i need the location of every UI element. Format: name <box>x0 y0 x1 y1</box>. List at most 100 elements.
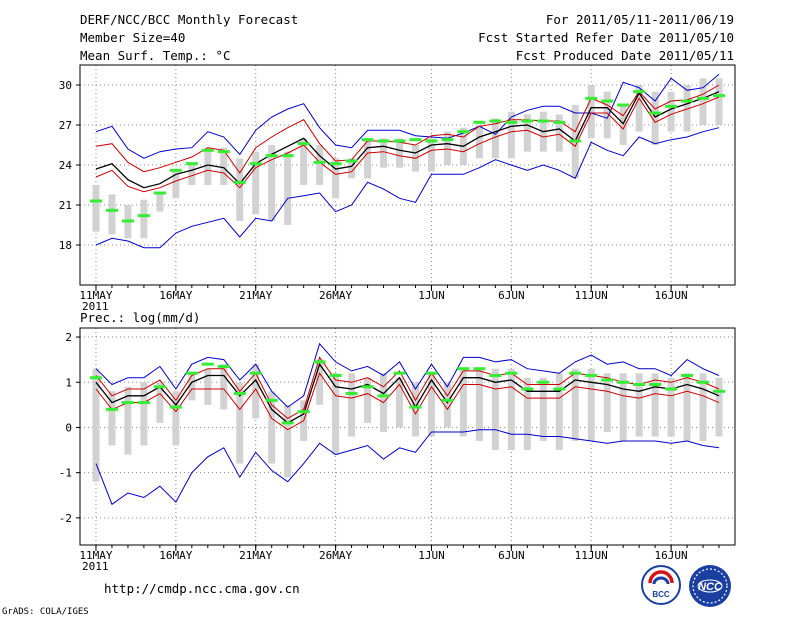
temp-median-mark <box>377 139 390 143</box>
temp-panel-title: Mean Surf. Temp.: °C <box>80 48 231 63</box>
temp-median-mark <box>505 120 518 124</box>
prec-range-box <box>252 364 260 419</box>
prec-median-mark <box>425 371 438 375</box>
temp-range-box <box>348 158 356 179</box>
prec-range-box <box>555 373 563 451</box>
temp-range-box <box>268 145 276 221</box>
temp-range-box <box>491 118 499 159</box>
prec-range-box <box>587 368 595 442</box>
prec-median-mark <box>633 383 646 387</box>
prec-median-mark <box>521 387 534 391</box>
temp-median-mark <box>537 119 550 123</box>
prec-range-box <box>348 373 356 437</box>
prec-range-box <box>571 368 579 442</box>
prec-x-tick-label: 16MAY <box>159 549 192 562</box>
prec-median-mark <box>153 385 166 389</box>
temp-range-box <box>252 151 260 215</box>
prec-spread-lower-line <box>95 372 720 431</box>
prec-range-box <box>284 404 292 478</box>
prec-range-box <box>683 373 691 442</box>
prec-range-box <box>236 382 244 464</box>
precipitation-panel: -2 -1 0 1 2 11MAY 16MAY 21MAY 26MAY 1JUN 6JUN 11JUN… <box>59 327 736 573</box>
temp-range-box <box>332 158 340 199</box>
temp-median-mark <box>553 120 566 124</box>
prec-median-mark <box>505 371 518 375</box>
prec-median-mark <box>313 360 326 364</box>
temp-range-box <box>156 191 164 212</box>
temp-range-box <box>140 199 148 239</box>
prec-x-tick-label: 21MAY <box>239 549 272 562</box>
prec-range-box <box>619 373 627 442</box>
prec-median-mark <box>553 387 566 391</box>
temp-range-box <box>443 131 451 165</box>
temp-median-mark <box>281 154 294 158</box>
prec-spread-upper-line <box>95 356 720 420</box>
prec-x-tick-label: 16JUN <box>655 549 688 562</box>
temp-range-box <box>523 114 531 152</box>
temp-range-box <box>172 171 180 199</box>
prec-range-box <box>204 368 212 405</box>
prec-range-box <box>411 382 419 437</box>
prec-range-box <box>396 377 404 428</box>
ncc-logo-ring <box>692 568 728 604</box>
temp-x-tick-label: 16MAY <box>159 289 192 302</box>
prec-median-mark <box>329 373 342 377</box>
temp-median-mark <box>409 138 422 142</box>
prec-range-box <box>268 391 276 464</box>
prec-range-box <box>715 377 723 437</box>
temp-range-box <box>92 185 100 232</box>
prec-range-box <box>427 373 435 437</box>
temp-range-box <box>587 85 595 139</box>
prec-x-year-label: 2011 <box>82 560 109 573</box>
prec-y-tick-label: 2 <box>65 331 72 344</box>
temp-range-box <box>635 85 643 132</box>
temp-range-box <box>667 91 675 132</box>
prec-median-mark <box>265 398 278 402</box>
temp-x-tick-label: 6JUN <box>498 289 525 302</box>
temp-median-mark <box>681 99 694 103</box>
temp-max-line <box>95 73 720 159</box>
prec-range-box <box>459 368 467 437</box>
prec-median-mark <box>137 401 150 405</box>
prec-median-mark <box>665 387 678 391</box>
temp-y-tick-label: 21 <box>59 199 72 212</box>
temp-median-mark <box>105 208 118 212</box>
prec-range-box <box>539 377 547 442</box>
prec-range-box <box>188 373 196 401</box>
temp-range-box <box>220 147 228 185</box>
prec-min-line <box>95 429 720 506</box>
temp-x-tick-label: 11MAY <box>79 289 112 302</box>
header-fcst-started: Fcst Started Refer Date 2011/05/10 <box>478 30 734 45</box>
temp-min-line <box>95 127 720 249</box>
temp-median-mark <box>633 90 646 94</box>
prec-range-box <box>635 373 643 437</box>
temp-median-mark <box>265 154 278 158</box>
prec-median-mark <box>249 371 262 375</box>
temp-ensemble-mean-line <box>95 91 720 189</box>
temp-range-box <box>284 151 292 225</box>
temp-spread-upper-line <box>95 84 720 174</box>
bcc-logo: BCC <box>641 565 681 605</box>
prec-median-mark <box>457 367 470 371</box>
temp-median-mark <box>473 120 486 124</box>
prec-x-tick-label: 11JUN <box>575 549 608 562</box>
prec-panel-title: Prec.: log(mm/d) <box>80 310 200 325</box>
prec-range-box <box>491 368 499 451</box>
header-fcst-produced: Fcst Produced Date 2011/05/11 <box>516 48 734 63</box>
prec-x-tick-label: 11MAY <box>79 549 112 562</box>
prec-range-box <box>92 368 100 482</box>
temp-range-box <box>475 125 483 159</box>
prec-ensemble-mean-line <box>95 362 720 424</box>
temp-x-tick-label: 26MAY <box>319 289 352 302</box>
temp-median-mark <box>441 138 454 142</box>
temp-median-mark <box>425 139 438 143</box>
temp-median-mark <box>345 159 358 163</box>
prec-range-box <box>220 364 228 410</box>
prec-median-mark <box>681 373 694 377</box>
temp-median-mark <box>137 214 150 218</box>
temp-range-box <box>603 91 611 139</box>
temp-median-mark <box>169 168 182 172</box>
temp-median-mark <box>185 162 198 166</box>
